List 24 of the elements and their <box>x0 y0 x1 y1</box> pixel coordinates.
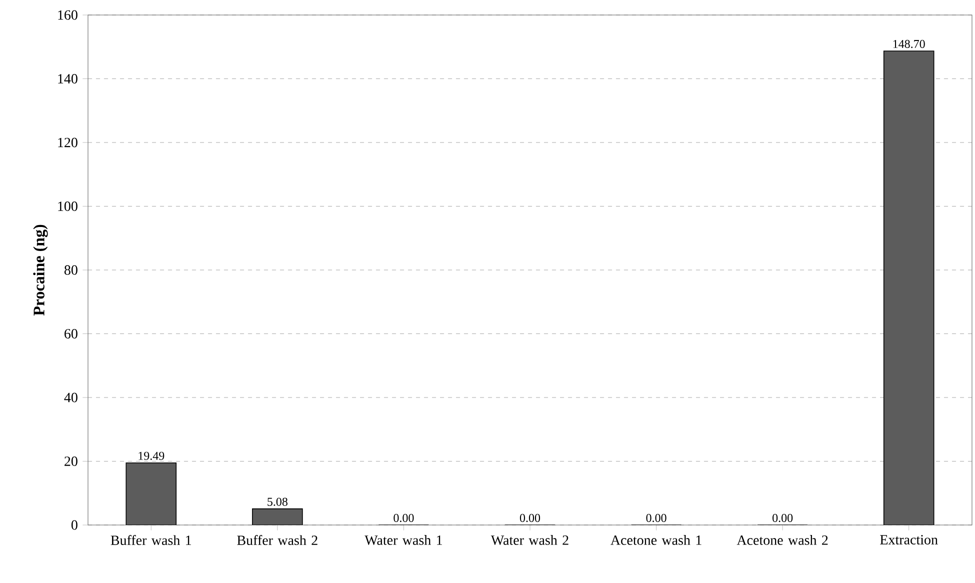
y-tick-label: 160 <box>58 10 78 20</box>
data-label: 0.00 <box>394 514 414 522</box>
y-axis-title: Procaine (ng) <box>33 224 48 316</box>
x-tick-label: Acetone wash 2 <box>736 535 828 545</box>
x-tick-label: Water wash 1 <box>364 535 442 545</box>
y-tick-label: 140 <box>58 74 78 84</box>
y-tick-label: 100 <box>58 202 78 211</box>
x-tick-label: Extraction <box>880 535 938 544</box>
y-tick-label: 80 <box>64 265 78 275</box>
data-label: 5.08 <box>268 498 288 506</box>
y-tick-label: 20 <box>64 456 78 466</box>
data-label: 148.70 <box>893 40 925 48</box>
data-label: 0.00 <box>772 514 793 522</box>
x-tick-label: Acetone wash 1 <box>610 535 702 545</box>
data-label: 19.49 <box>138 452 164 460</box>
data-label: 0.00 <box>520 514 540 522</box>
y-tick-label: 120 <box>58 138 78 148</box>
y-tick-label: 40 <box>64 392 78 402</box>
data-label: 0.00 <box>646 514 666 522</box>
x-tick-label: Buffer wash 2 <box>237 535 318 546</box>
y-tick-label: 60 <box>64 329 78 338</box>
x-tick-label: Water wash 2 <box>490 535 568 545</box>
y-tick-label: 0 <box>71 520 78 530</box>
x-tick-label: Buffer wash 1 <box>110 535 191 546</box>
